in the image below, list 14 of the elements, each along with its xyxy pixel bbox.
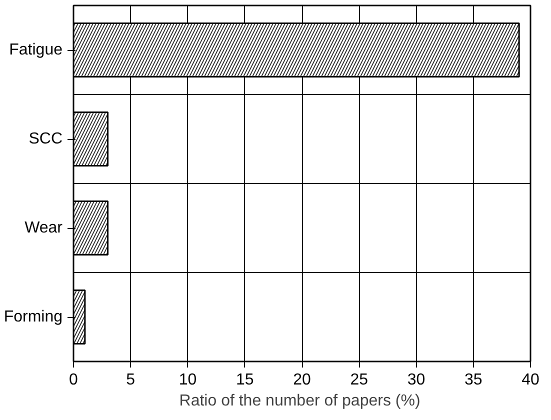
- y-tick-label: Wear: [24, 220, 64, 236]
- x-tick-label: 25: [350, 372, 368, 388]
- y-tick-label: SCC: [28, 130, 62, 148]
- x-tick-label: 5: [126, 372, 136, 388]
- x-axis-title: Ratio of the number of papers (%): [179, 392, 420, 410]
- x-tick-label: 40: [522, 372, 540, 388]
- x-tick-label: 0: [69, 372, 78, 388]
- x-tick-label: 15: [236, 372, 254, 388]
- y-tick-label: Fatigue: [9, 42, 63, 58]
- y-tick-label: Forming: [4, 308, 63, 326]
- x-tick-label: 35: [464, 372, 482, 388]
- x-tick-label: 30: [407, 372, 426, 388]
- x-tick-label: 10: [178, 372, 197, 388]
- x-tick-label: 20: [293, 372, 311, 388]
